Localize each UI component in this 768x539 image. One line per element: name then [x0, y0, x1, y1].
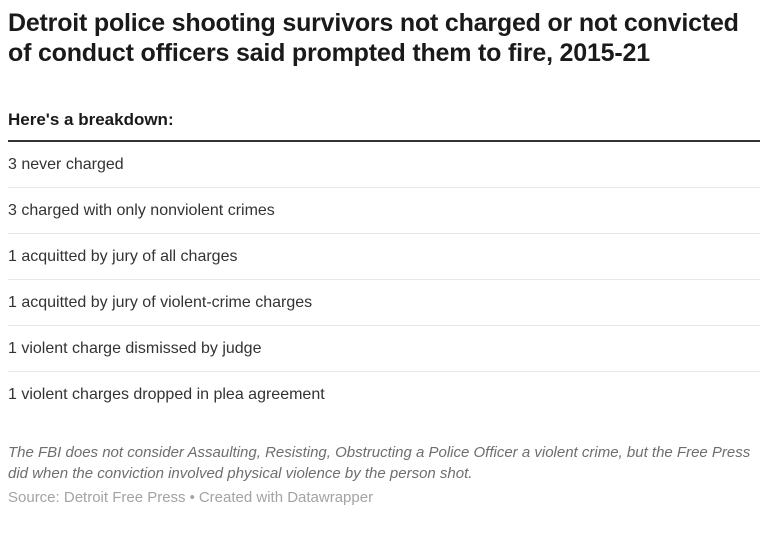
datawrapper-attribution-link[interactable]: Created with Datawrapper — [198, 489, 374, 506]
separator-bullet: • — [189, 489, 195, 506]
chart-title: Detroit police shooting survivors not ch… — [8, 9, 739, 67]
table-row: 1 violent charges dropped in plea agreem… — [8, 372, 760, 417]
source-line: Source: Detroit Free Press • Created with … — [8, 488, 760, 508]
row-label: 3 never charged — [8, 156, 124, 173]
table-row: 3 charged with only nonviolent crimes — [8, 188, 760, 234]
row-label: 1 violent charges dropped in plea agreem… — [8, 386, 325, 403]
source-text: Source: Detroit Free Press — [8, 489, 186, 506]
row-label: 3 charged with only nonviolent crimes — [8, 202, 275, 219]
row-label: 1 acquitted by jury of violent-crime cha… — [8, 294, 313, 311]
table-row: 1 acquitted by jury of violent-crime cha… — [8, 280, 760, 326]
table-row: 1 acquitted by jury of all charges — [8, 234, 760, 280]
chart-subtitle: Here's a breakdown: — [8, 110, 174, 129]
chart-footnote: The FBI does not consider Assaulting, Re… — [8, 444, 751, 482]
row-label: 1 violent charge dismissed by judge — [8, 340, 262, 357]
row-label: 1 acquitted by jury of all charges — [8, 248, 238, 265]
table-row: 3 never charged — [8, 142, 760, 188]
breakdown-table: 3 never charged 3 charged with only nonv… — [8, 140, 760, 417]
table-row: 1 violent charge dismissed by judge — [8, 326, 760, 372]
